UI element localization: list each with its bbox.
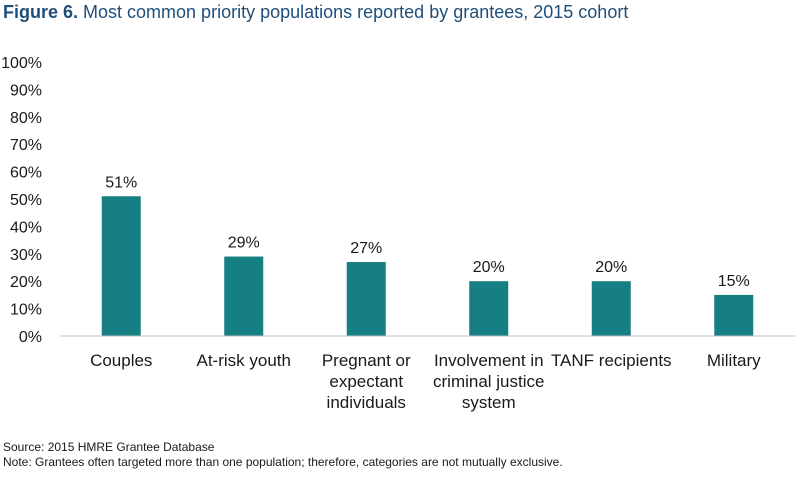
category-label-line: Pregnant or — [322, 351, 411, 370]
category-label-line: Military — [707, 351, 761, 370]
category-label-line: TANF recipients — [551, 351, 672, 370]
y-tick-label: 100% — [1, 55, 42, 72]
footnotes: Source: 2015 HMRE Grantee Database Note:… — [3, 440, 563, 470]
y-tick-label: 90% — [10, 82, 42, 99]
bar-value-label: 20% — [595, 259, 627, 276]
category-label: Pregnant or expectant individuals — [322, 351, 411, 412]
figure-title-text: Most common priority populations reporte… — [83, 2, 629, 22]
y-tick-label: 70% — [10, 137, 42, 154]
category-label-line: system — [462, 393, 516, 412]
category-label-line: Involvement in — [434, 351, 544, 370]
y-tick-label: 30% — [10, 247, 42, 264]
bar-value-label: 51% — [105, 174, 137, 191]
category-label-line: At-risk youth — [197, 351, 291, 370]
category-label: Military — [707, 351, 761, 370]
figure-title: Figure 6. Most common priority populatio… — [3, 2, 628, 23]
bar-value-label: 15% — [718, 273, 750, 290]
bar-value-label: 27% — [350, 240, 382, 257]
category-label: At-risk youth — [197, 351, 291, 370]
category-label: Couples — [90, 351, 152, 370]
bar — [101, 196, 141, 336]
category-label-line: expectant — [329, 372, 403, 391]
bar — [346, 262, 386, 336]
y-tick-label: 60% — [10, 165, 42, 182]
y-tick-label: 80% — [10, 110, 42, 127]
source-note: Source: 2015 HMRE Grantee Database — [3, 440, 215, 454]
y-axis: 0% 10% 20% 30% 40% 50% 60% 70% 80% 90% 100% — [1, 55, 42, 346]
general-note: Note: Grantees often targeted more than … — [3, 455, 563, 469]
category-label-line: individuals — [327, 393, 406, 412]
y-tick-label: 50% — [10, 192, 42, 209]
y-tick-label: 40% — [10, 219, 42, 236]
figure-label: Figure 6. — [3, 2, 79, 22]
bar — [224, 256, 264, 336]
bar — [714, 294, 754, 336]
bar — [591, 281, 631, 336]
y-tick-label: 10% — [10, 302, 42, 319]
bar-value-label: 29% — [228, 235, 260, 252]
y-tick-label: 20% — [10, 274, 42, 291]
category-label: TANF recipients — [551, 351, 672, 370]
bar — [469, 281, 509, 336]
x-axis: Couples At-risk youth Pregnant or expectant… — [60, 335, 795, 412]
bar-value-label: 20% — [473, 259, 505, 276]
category-label: Involvement in criminal justice system — [433, 351, 544, 412]
bars: 51% 29% 27% 20% 20% 15% — [101, 174, 754, 336]
y-tick-label: 0% — [19, 329, 42, 346]
category-label-line: criminal justice — [433, 372, 544, 391]
bar-chart: 0% 10% 20% 30% 40% 50% 60% 70% 80% 90% 100% 51% 29%… — [1, 55, 795, 412]
category-label-line: Couples — [90, 351, 152, 370]
